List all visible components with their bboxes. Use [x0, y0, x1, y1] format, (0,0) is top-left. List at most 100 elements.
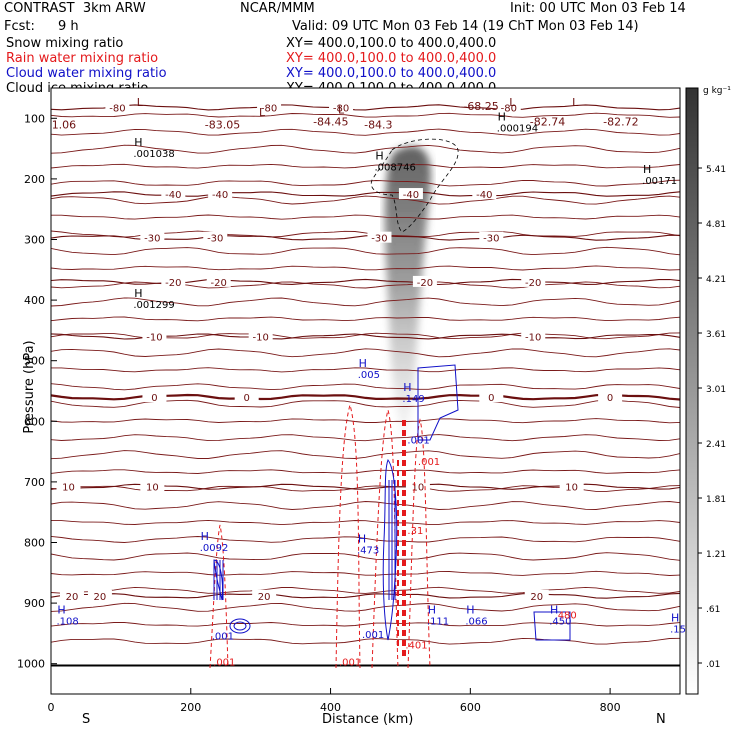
valid-time: Valid: 09 UTC Mon 03 Feb 14 (19 ChT Mon … [292, 19, 639, 34]
contour-label-bg [524, 589, 549, 601]
contour-label-bg [257, 101, 282, 113]
contour-label-bg [472, 188, 497, 200]
rain-contour [407, 418, 431, 669]
org-label: NCAR/MMM [240, 1, 315, 16]
contour-label-bg [248, 330, 273, 342]
temp-contour-label: -80 [333, 103, 349, 114]
temp-contour-label: -20 [165, 278, 181, 289]
temp-isotherm [51, 128, 680, 136]
temp-contour-label: -20 [525, 278, 541, 289]
contour-label-bg [598, 391, 623, 403]
contour-annotation: 1.06 [52, 118, 77, 131]
y-tick-label: 100 [24, 112, 45, 125]
field-xy-rain: XY= 400.0,100.0 to 400.0,400.0 [286, 51, 497, 66]
temp-contour--80 [51, 104, 680, 111]
model-title: CONTRAST 3km ARW [4, 1, 146, 16]
temp-isotherm [51, 195, 680, 205]
high-marker: H [358, 533, 366, 546]
temp-isotherm [51, 602, 680, 612]
small-value: .001 [212, 631, 234, 642]
temp-isotherm [51, 144, 680, 154]
temp-isotherm [51, 637, 680, 645]
temp-isotherm [51, 265, 680, 271]
small-value: .31 [407, 526, 423, 537]
contour-label-bg [59, 589, 84, 601]
colorbar-label: 4.81 [706, 220, 726, 230]
contour-label-bg [479, 231, 504, 243]
contour-label-bg [206, 275, 231, 287]
temp-contour-20 [51, 592, 680, 599]
temp-isotherm [51, 163, 680, 169]
contour-label-bg [521, 275, 546, 287]
y-tick-label: 600 [24, 415, 45, 428]
y-tick-label: 500 [24, 355, 45, 368]
small-value: .001 [407, 436, 429, 447]
temp-isotherm [51, 586, 680, 594]
x-axis-label: Distance (km) [322, 712, 414, 727]
temp-isotherm [51, 434, 680, 442]
temp-isotherm [51, 418, 680, 424]
x-end-right: N [656, 712, 666, 727]
x-tick-label: 800 [600, 701, 621, 714]
temp-contour-label: -80 [501, 103, 517, 114]
temp-isotherm [51, 469, 680, 474]
rain-contour [335, 403, 361, 669]
temp-contour-label: -10 [146, 332, 162, 343]
cloud-water-contour [533, 611, 571, 641]
temp-isotherm [51, 622, 680, 627]
colorbar-label: 3.61 [706, 330, 726, 340]
field-name-snow: Snow mixing ratio [6, 36, 124, 51]
high-value: .149 [402, 394, 424, 405]
contour-label-bg [105, 101, 130, 113]
high-marker: H [201, 530, 209, 543]
x-tick-label: 600 [460, 701, 481, 714]
temp-contour-label: -80 [109, 103, 125, 114]
high-value: .0092 [200, 543, 229, 554]
field-xy-snow: XY= 400.0,100.0 to 400.0,400.0 [286, 36, 497, 51]
cloud-water-contour [417, 364, 459, 441]
high-marker: H [403, 381, 411, 394]
contour-annotation: -84.45 [313, 115, 348, 128]
high-marker: H [498, 111, 506, 124]
small-value: .001 [418, 457, 440, 468]
low-marker: L [259, 106, 266, 119]
temp-contour-label: -30 [371, 234, 387, 245]
high-value: .15 [670, 624, 686, 635]
high-value: .066 [465, 616, 487, 627]
fcst-label: Fcst: [4, 19, 35, 34]
small-value: .001 [213, 658, 235, 669]
high-value: .005 [358, 370, 380, 381]
colorbar-label: .01 [706, 660, 720, 670]
colorbar [685, 87, 699, 695]
snow-plume [384, 146, 431, 441]
x-tick-label: 200 [180, 701, 201, 714]
temp-contour-label: -40 [212, 190, 228, 201]
high-value: .008746 [374, 163, 415, 174]
contour-label-bg [367, 231, 392, 243]
high-marker: H [643, 163, 651, 176]
temp-contour-label: -10 [525, 332, 541, 343]
y-tick-label: 300 [24, 234, 45, 247]
temp-contour-label: 10 [412, 483, 425, 494]
init-time: Init: 00 UTC Mon 03 Feb 14 [510, 1, 686, 16]
high-marker: H [428, 603, 436, 616]
colorbar-label: 5.41 [706, 165, 726, 175]
temp-isotherm [51, 214, 680, 220]
temp-contour-label: -30 [144, 234, 160, 245]
temp-contour--20 [51, 278, 680, 286]
small-value: .001 [362, 630, 384, 641]
temp-isotherm [51, 112, 680, 118]
contour-label-bg [142, 391, 167, 403]
contour-label-bg [142, 330, 167, 342]
cloud-water-contour [229, 618, 251, 634]
high-marker: H [466, 603, 474, 616]
contour-label-bg [521, 330, 546, 342]
contour-label-bg [161, 188, 186, 200]
temp-isotherm [51, 519, 680, 526]
temp-contour-label: 10 [565, 483, 578, 494]
contour-label-bg [87, 589, 112, 601]
x-end-left: S [82, 712, 91, 727]
low-marker: L [509, 96, 516, 109]
temp-contour-label: 0 [244, 393, 250, 404]
